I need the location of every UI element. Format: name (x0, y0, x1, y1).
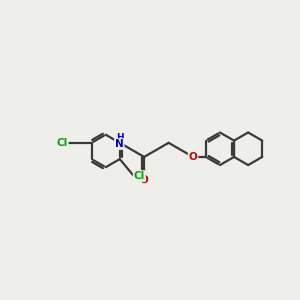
Text: N: N (115, 139, 124, 149)
Text: O: O (189, 152, 197, 162)
Text: O: O (140, 175, 148, 185)
Text: Cl: Cl (134, 171, 145, 181)
Text: Cl: Cl (56, 138, 68, 148)
Text: H: H (116, 133, 124, 142)
